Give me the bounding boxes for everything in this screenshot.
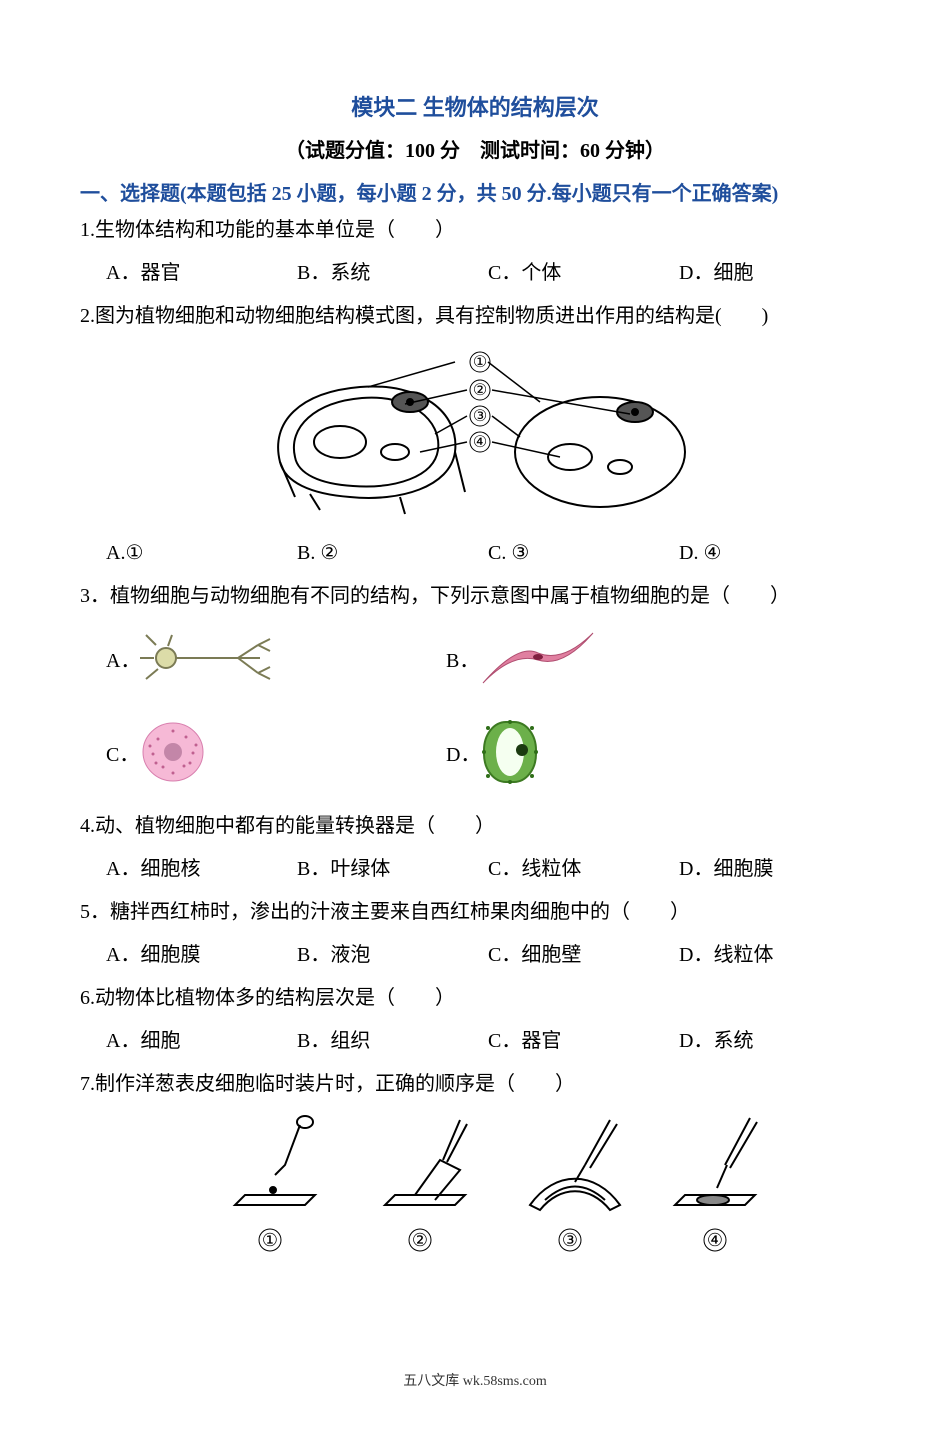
q5-opt-b: B．液泡 [297,936,488,974]
plant-cell-icon [478,716,542,788]
q7-step-2: ② [412,1230,428,1250]
q3-d-label: D． [446,738,478,767]
q5-opt-d: D．线粒体 [679,936,870,974]
q2-opt-d: D. ④ [679,534,870,572]
q5-options: A．细胞膜 B．液泡 C．细胞壁 D．线粒体 [80,936,870,974]
q3-c-label: C． [106,738,138,767]
neuron-icon [138,633,288,683]
q6-opt-c: C．器官 [488,1022,679,1060]
q7-stem: 7.制作洋葱表皮细胞临时装片时，正确的顺序是（ ） [80,1066,870,1102]
q4-opt-d: D．细胞膜 [679,850,870,888]
q4-stem: 4.动、植物细胞中都有的能量转换器是（ ） [80,808,870,844]
q5-opt-c: C．细胞壁 [488,936,679,974]
muscle-cell-icon [478,628,598,688]
q7-step-3: ③ [562,1230,578,1250]
q3-stem: 3．植物细胞与动物细胞有不同的结构，下列示意图中属于植物细胞的是（ ） [80,578,870,614]
q6-options: A．细胞 B．组织 C．器官 D．系统 [80,1022,870,1060]
q3-opt-b: B． [446,628,766,688]
q1-opt-c: C．个体 [488,254,679,292]
q4-opt-c: C．线粒体 [488,850,679,888]
q5-stem: 5．糖拌西红柿时，渗出的汁液主要来自西红柿果肉细胞中的（ ） [80,894,870,930]
q7-step-1: ① [262,1230,278,1250]
page-footer: 五八文库 wk.58sms.com [80,1370,870,1390]
q3-opt-a: A． [106,628,426,688]
q2-label-4: ④ [473,434,487,451]
cells-diagram: ① ② ③ ④ [240,342,710,522]
q4-opt-a: A．细胞核 [106,850,297,888]
module-title: 模块二 生物体的结构层次 [80,90,870,122]
q6-opt-d: D．系统 [679,1022,870,1060]
q7-step-4: ④ [707,1230,723,1250]
q7-figure: ① ② ③ ④ [80,1110,870,1260]
q1-options: A．器官 B．系统 C．个体 D．细胞 [80,254,870,292]
q1-stem: 1.生物体结构和功能的基本单位是（ ） [80,212,870,248]
q3-opt-c: C． [106,716,426,788]
q2-opt-c: C. ③ [488,534,679,572]
q6-opt-b: B．组织 [297,1022,488,1060]
q4-options: A．细胞核 B．叶绿体 C．线粒体 D．细胞膜 [80,850,870,888]
q3-options-grid: A． B． [80,628,870,788]
exam-meta: （试题分值：100 分 测试时间：60 分钟） [80,134,870,163]
q2-label-1: ① [473,354,487,371]
q2-label-2: ② [473,382,487,399]
q1-opt-a: A．器官 [106,254,297,292]
slide-prep-steps: ① ② ③ ④ [175,1110,775,1260]
epithelial-cell-icon [138,719,208,785]
q2-label-3: ③ [473,408,487,425]
q2-options: A.① B. ② C. ③ D. ④ [80,534,870,572]
q5-opt-a: A．细胞膜 [106,936,297,974]
section-1-heading: 一、选择题(本题包括 25 小题，每小题 2 分，共 50 分.每小题只有一个正… [80,177,870,206]
q2-opt-b: B. ② [297,534,488,572]
q2-stem: 2.图为植物细胞和动物细胞结构模式图，具有控制物质进出作用的结构是( ) [80,298,870,334]
q2-figure: ① ② ③ ④ [80,342,870,522]
q3-opt-d: D． [446,716,766,788]
q6-opt-a: A．细胞 [106,1022,297,1060]
q6-stem: 6.动物体比植物体多的结构层次是（ ） [80,980,870,1016]
q3-a-label: A． [106,644,138,673]
q1-opt-b: B．系统 [297,254,488,292]
q1-opt-d: D．细胞 [679,254,870,292]
q3-b-label: B． [446,644,478,673]
q4-opt-b: B．叶绿体 [297,850,488,888]
q2-opt-a: A.① [106,534,297,572]
